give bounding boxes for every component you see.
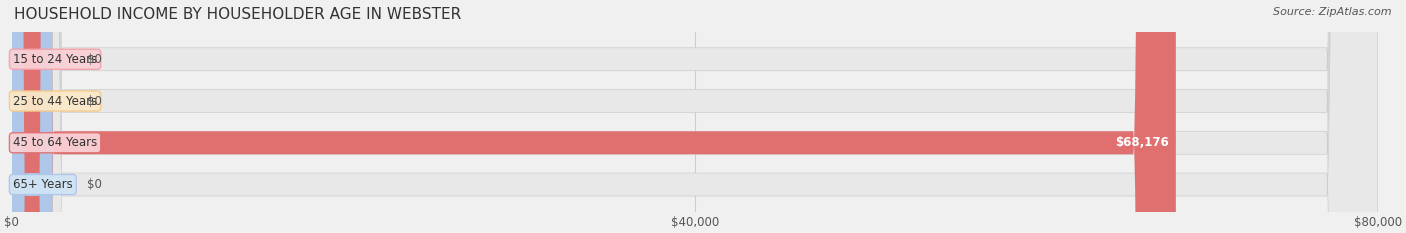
FancyBboxPatch shape — [11, 0, 1378, 233]
Text: $0: $0 — [87, 95, 101, 107]
Text: HOUSEHOLD INCOME BY HOUSEHOLDER AGE IN WEBSTER: HOUSEHOLD INCOME BY HOUSEHOLDER AGE IN W… — [14, 7, 461, 22]
FancyBboxPatch shape — [11, 0, 1378, 233]
Text: 65+ Years: 65+ Years — [13, 178, 73, 191]
Text: $68,176: $68,176 — [1115, 136, 1168, 149]
FancyBboxPatch shape — [11, 0, 1175, 233]
Text: $0: $0 — [87, 53, 101, 66]
FancyBboxPatch shape — [11, 0, 1378, 233]
FancyBboxPatch shape — [11, 0, 52, 233]
Text: $0: $0 — [87, 178, 101, 191]
FancyBboxPatch shape — [11, 0, 1378, 233]
Text: 15 to 24 Years: 15 to 24 Years — [13, 53, 97, 66]
Text: 25 to 44 Years: 25 to 44 Years — [13, 95, 97, 107]
FancyBboxPatch shape — [11, 0, 52, 233]
FancyBboxPatch shape — [11, 0, 52, 233]
Text: Source: ZipAtlas.com: Source: ZipAtlas.com — [1274, 7, 1392, 17]
Text: 45 to 64 Years: 45 to 64 Years — [13, 136, 97, 149]
